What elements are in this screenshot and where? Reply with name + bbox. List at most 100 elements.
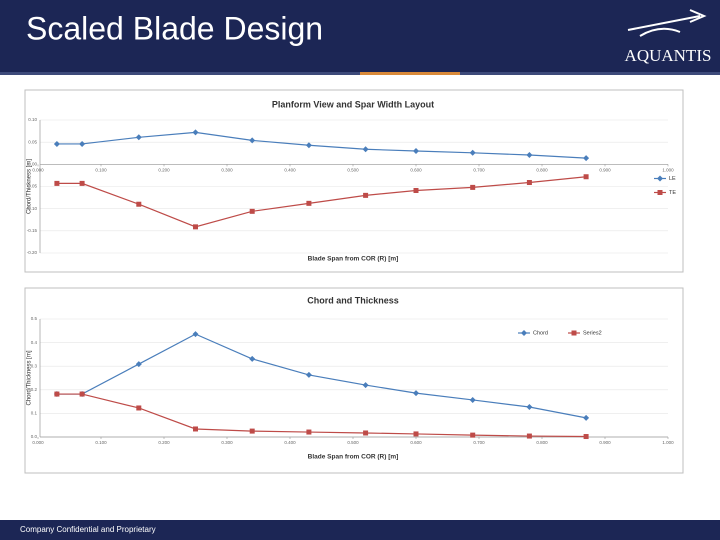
marker [657,190,663,195]
chart: Planform View and Spar Width Layout Blade… [24,89,684,273]
header-accent [360,72,460,75]
marker [526,180,532,186]
marker [306,200,312,206]
chart: Chord and Thickness Blade Span from COR (… [24,287,684,474]
x-tick-label: 0.100 [95,440,107,445]
x-tick-label: 0.000 [32,440,44,445]
marker [657,175,663,182]
marker [306,429,312,435]
y-tick-label: 0.5 [31,316,38,321]
marker [413,390,419,397]
x-tick-label: 0.800 [536,440,548,445]
marker [469,396,476,403]
x-tick-label: 0.500 [347,168,359,173]
marker [583,174,589,180]
marker [413,187,419,193]
marker [305,142,312,149]
x-tick-label: 0.900 [599,168,611,173]
chart-title: Chord and Thickness [307,295,399,305]
marker [193,426,198,432]
marker [521,330,527,336]
footer-band [0,520,720,540]
x-tick-label: 0.700 [473,440,485,445]
x-tick-label: 0.000 [32,168,44,173]
marker [583,155,590,162]
chart-title: Planform View and Spar Width Layout [272,99,434,109]
marker [363,430,369,436]
marker [362,382,369,389]
marker [470,432,476,438]
x-tick-label: 0.600 [410,440,422,445]
x-tick-label: 0.800 [536,168,548,173]
x-tick-label: 0.500 [347,440,359,445]
chart-frame [24,287,684,474]
y-tick-label: 0.2 [31,387,38,392]
marker [583,414,590,421]
x-tick-label: 0.900 [599,440,611,445]
legend-label: Series2 [583,330,602,336]
marker [79,140,86,147]
slide-title: Scaled Blade Design [26,10,323,46]
y-tick-label: 0.0 [31,434,38,439]
x-tick-label: 0.700 [473,168,485,173]
marker [470,184,476,190]
marker [192,129,199,136]
marker [249,137,256,144]
marker [526,404,533,411]
x-tick-label: 0.200 [158,168,170,173]
marker [192,331,199,338]
y-tick-label: 0.3 [31,363,38,368]
marker [362,146,369,153]
footer-text: Company Confidential and Proprietary [20,525,156,534]
marker [583,434,589,440]
y-tick-label: 0.00 [28,162,37,167]
x-axis-title: Blade Span from COR (R) [m] [308,454,399,461]
marker [363,192,369,198]
marker [79,391,85,397]
marker [305,371,312,378]
marker [249,428,255,434]
x-tick-label: 0.400 [284,168,296,173]
x-tick-label: 0.100 [95,168,107,173]
legend-label: TE [669,190,676,196]
y-axis-title: Chord/Thickness [m] [27,350,33,405]
legend-label: LE [669,176,676,182]
marker [571,330,577,336]
x-tick-label: 1.000 [662,168,674,173]
marker [526,433,532,439]
header-band [0,0,720,72]
y-tick-label: -0.10 [27,206,38,211]
marker [526,152,533,159]
x-tick-label: 1.000 [662,440,674,445]
legend-label: Chord [533,330,548,336]
x-axis-title: Blade Span from COR (R) [m] [308,256,399,263]
marker [54,391,60,397]
y-tick-label: 0.4 [31,340,38,345]
marker [193,224,198,230]
y-axis-title: Chord/Thickness [m] [27,159,33,214]
y-tick-label: 0.10 [28,117,37,122]
marker [135,361,142,368]
x-tick-label: 0.400 [284,440,296,445]
x-tick-label: 0.300 [221,440,233,445]
x-tick-label: 0.600 [410,168,422,173]
logo-mark [627,9,707,37]
marker [53,140,60,147]
y-tick-label: -0.05 [27,184,38,189]
y-tick-label: 0.05 [28,139,37,144]
marker [249,208,255,214]
marker [413,148,419,155]
y-tick-label: -0.15 [27,228,38,233]
marker [413,431,419,437]
marker [249,355,256,362]
logo-text: AQUANTIS [625,46,712,65]
y-tick-label: 0.1 [31,411,38,416]
marker [79,180,85,186]
x-tick-label: 0.200 [158,440,170,445]
marker [136,201,142,207]
y-tick-label: -0.20 [27,250,38,255]
marker [136,405,142,411]
marker [135,134,142,141]
